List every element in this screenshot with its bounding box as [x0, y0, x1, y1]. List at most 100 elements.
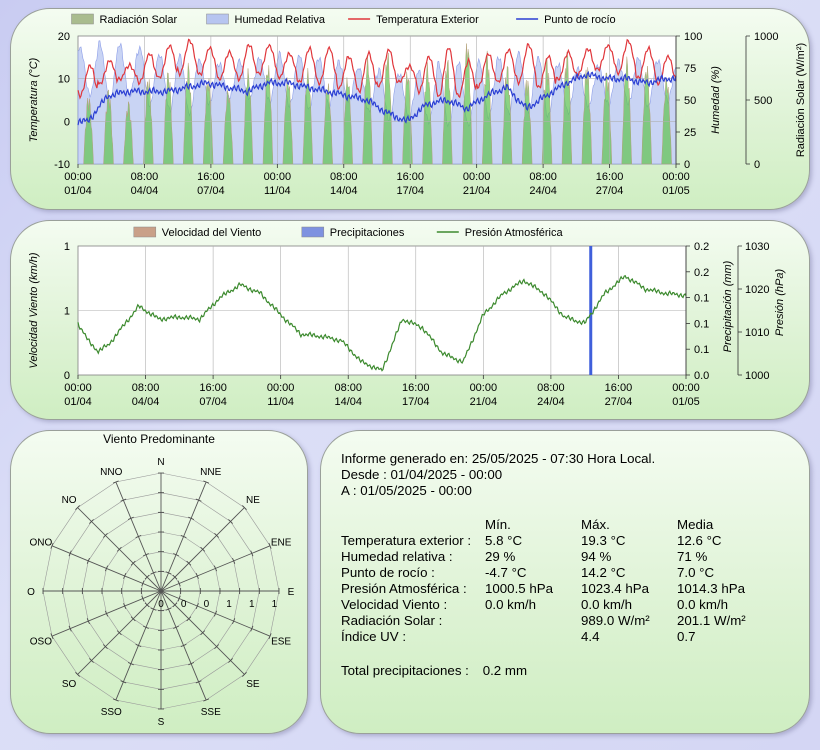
wind-rose-direction-label: N — [157, 457, 164, 468]
series-radiacion-day — [103, 89, 114, 165]
y-tick-right1: 0.1 — [694, 318, 709, 330]
wind-rose-tick — [180, 643, 187, 648]
x-tick-date: 14/04 — [330, 185, 358, 197]
stat-min: 29 % — [485, 549, 516, 564]
x-tick-date: 17/04 — [396, 185, 424, 197]
wind-rose-tick — [144, 574, 150, 580]
stat-avg: 0.7 — [677, 629, 696, 644]
wind-rose-tick — [214, 532, 220, 538]
stats-table: Mín. Máx. Media Temperatura exterior : 5… — [341, 517, 746, 645]
wind-rose-panel: Viento Predominante N NNE NE ENE E ESE SE SSE S SS… — [10, 430, 308, 734]
wind-rose-tick — [203, 480, 210, 484]
legend-label: Humedad Relativa — [235, 14, 326, 26]
stat-max: 989.0 W/m² — [581, 613, 650, 628]
temperature-chart-panel: Radiación Solar Humedad Relativa Temperatu… — [10, 8, 810, 210]
stat-avg: 0.0 km/h — [677, 597, 728, 612]
stat-avg: 7.0 °C — [677, 565, 715, 580]
wind-rose-direction-label: S — [158, 717, 165, 728]
stat-label: Punto de rocío : — [341, 565, 435, 580]
wind-rose-tick — [242, 505, 247, 510]
x-tick-date: 11/04 — [264, 185, 291, 197]
wind-rose-tick — [89, 658, 94, 663]
wind-rose-tick — [86, 557, 90, 564]
legend-label: Radiación Solar — [100, 14, 178, 26]
legend-swatch — [206, 13, 229, 25]
series-radiacion-day — [362, 55, 373, 165]
x-tick-date: 24/04 — [529, 185, 557, 197]
series-radiacion-day — [521, 79, 533, 165]
y-tick-right1: 0.1 — [694, 344, 709, 356]
wind-rose-tick — [232, 557, 236, 564]
wind-rose-tick — [102, 532, 108, 538]
wind-rose-direction-label: NO — [62, 495, 77, 506]
wind-rose-tick — [242, 672, 247, 677]
stat-label: Humedad relativa : — [341, 549, 453, 564]
wind-rose-tick — [200, 630, 206, 636]
wind-rose-tick — [173, 553, 179, 557]
series-radiacion-day — [222, 90, 234, 165]
wind-rose-tick — [214, 644, 220, 650]
header-min: Mín. — [485, 517, 511, 532]
wind-rose-ring-label: 0 — [158, 599, 164, 610]
wind-rose-tick — [195, 573, 199, 579]
wind-rose-direction-label: ONO — [30, 537, 53, 548]
stat-avg: 1014.3 hPa — [677, 581, 746, 596]
series-presion — [77, 274, 687, 372]
wind-rose-tick — [68, 625, 72, 632]
x-tick-date: 01/05 — [662, 185, 690, 197]
wind-rose-tick — [141, 595, 145, 602]
series-radiacion-day — [382, 52, 393, 165]
x-tick-time: 16:00 — [596, 171, 624, 183]
y-tick-right1: 100 — [684, 31, 702, 43]
y-tick-left: 1 — [64, 241, 70, 253]
x-tick-date: 17/04 — [402, 396, 430, 408]
stats-row-presion: Presión Atmosférica : 1000.5 hPa 1023.4 … — [341, 581, 746, 597]
y-tick-left: -10 — [54, 159, 70, 171]
wind-rose-direction-label: SE — [246, 679, 260, 690]
wind-rose-direction-label: ESE — [271, 637, 291, 648]
x-tick-time: 00:00 — [463, 171, 491, 183]
wind-rose-tick — [86, 618, 90, 625]
wind-rose-tick — [228, 658, 233, 663]
series-radiacion-day — [661, 77, 672, 165]
series-radiacion-day — [621, 56, 632, 165]
x-tick-date: 07/04 — [197, 185, 225, 197]
y-tick-right1: 0.2 — [694, 241, 709, 253]
wind-rose-ring-label: 0 — [204, 599, 210, 610]
stat-max: 19.3 °C — [581, 533, 626, 548]
x-tick-date: 24/04 — [537, 396, 565, 408]
x-tick-date: 27/04 — [596, 185, 624, 197]
wind-rose-tick — [213, 610, 218, 617]
y-tick-right2: 1000 — [745, 370, 769, 382]
stat-max: 94 % — [581, 549, 612, 564]
report-generated: Informe generado en: 25/05/2025 - 07:30 … — [341, 451, 656, 466]
temperature-chart: Radiación Solar Humedad Relativa Temperatu… — [28, 13, 807, 197]
x-tick-time: 08:00 — [330, 171, 358, 183]
wind-rose-tick — [104, 565, 109, 572]
wind-rose-tick — [165, 571, 172, 575]
stats-row-rocio: Punto de rocío : -4.7 °C 14.2 °C 7.0 °C — [341, 565, 746, 581]
wind-rose-tick — [104, 610, 109, 617]
wind-rose-tick — [135, 643, 142, 648]
stat-min: 5.8 °C — [485, 533, 523, 548]
y-tick-right1: 0.1 — [694, 293, 709, 305]
stat-label: Presión Atmosférica : — [341, 581, 467, 596]
x-tick-time: 16:00 — [402, 382, 430, 394]
pressure-chart-panel: Velocidad del Viento Precipitaciones Presi… — [10, 220, 810, 420]
wind-rose-direction-label: NNO — [100, 467, 122, 478]
stat-avg: 12.6 °C — [677, 533, 722, 548]
wind-rose-tick — [127, 662, 134, 666]
wind-rose-ring-label: 0 — [181, 599, 187, 610]
wind-rose-tick — [143, 553, 149, 557]
wind-rose-tick — [143, 625, 149, 629]
y-axis-label-right1: Humedad (%) — [710, 66, 722, 134]
wind-rose-tick — [135, 534, 142, 539]
stats-row-viento: Velocidad Viento : 0.0 km/h 0.0 km/h 0.0… — [341, 597, 746, 613]
wind-rose-tick — [177, 595, 181, 602]
x-tick-time: 16:00 — [605, 382, 633, 394]
wind-rose-tick — [188, 662, 195, 666]
stat-max: 1023.4 hPa — [581, 581, 650, 596]
series-radiacion-day — [123, 101, 134, 165]
y-axis-label-right2: Radiación Solar (W/m²) — [795, 43, 807, 157]
wind-rose-tick — [200, 546, 206, 552]
